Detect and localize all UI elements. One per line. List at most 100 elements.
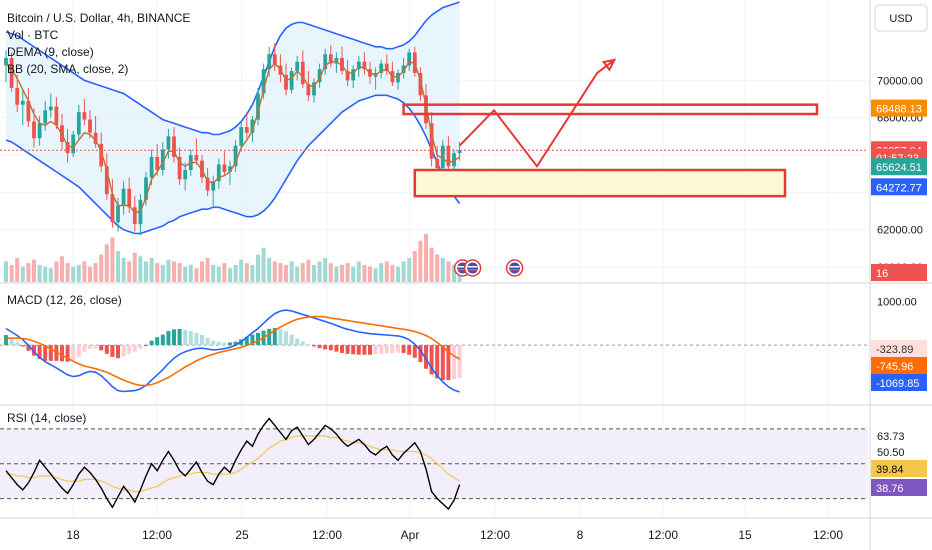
volume-bar [48,268,53,282]
volume-bar [300,263,305,282]
rsi-indicator-label[interactable]: RSI (14, close) [7,411,86,425]
candle-body [323,54,328,70]
macd-histogram-bar [440,345,445,381]
candle-body [160,149,165,170]
price-axis[interactable]: 70000.0068000.0062000.0060000.0068488.13… [871,75,927,496]
macd-value-tag[interactable]: -1069.85 [871,374,927,391]
time-tick-label: 12:00 [480,528,510,542]
macd-histogram-bar [110,345,115,357]
macd-histogram-bar [4,335,8,346]
candle-body [138,199,143,225]
macd-histogram-bar [88,345,92,350]
axis-tag-bg [871,357,927,374]
candle-body [261,69,266,94]
macd-value-tag[interactable]: -323.89 [871,340,927,357]
price-tag[interactable]: 65624.51 [871,158,927,176]
volume-bar [334,266,339,282]
macd-histogram-bar [373,345,378,355]
candle-body [452,153,456,167]
macd-histogram-bar [76,345,81,357]
candle-body [127,188,132,208]
macd-pane[interactable] [0,309,868,393]
macd-histogram-bar [93,345,98,349]
volume-bar [110,237,115,282]
us-flag-icon[interactable] [505,259,524,277]
volume-bar [407,258,412,282]
macd-histogram-bar [127,345,132,354]
event-flag-stripe [467,269,478,271]
volume-bar [379,263,384,282]
volume-bar [250,264,255,282]
candle-body [183,170,188,180]
time-axis[interactable]: 18 12:00 25 12:00 Apr 12:00 8 12:00 15 12:00 [66,528,843,542]
resistance-zone-box[interactable] [402,103,819,116]
event-markers[interactable] [453,259,524,277]
volume-bar [228,268,232,282]
price-tag[interactable]: 68488.13 [871,99,927,117]
symbol-title[interactable]: Bitcoin / U.S. Dollar, 4h, BINANCE [7,11,190,25]
time-tick-label: Apr [401,528,420,542]
projection-path[interactable] [458,59,616,169]
volume-tag[interactable]: 16 [871,264,927,281]
macd-histogram-bar [172,329,176,346]
macd-histogram-bar [233,341,238,346]
candle-body [384,63,389,72]
candle-body [345,71,350,81]
volume-bar [127,261,132,282]
candle-body [407,52,412,66]
candle-body [132,207,137,225]
macd-histogram-bar [43,345,48,361]
candle-body [289,71,294,90]
candle-body [211,181,216,191]
rsi-value-tag[interactable]: 38.76 [871,479,927,496]
candle-body [9,58,14,88]
axis-tag-text: -745.96 [876,361,913,373]
price-pane[interactable] [0,1,868,282]
volume-bar [76,264,81,282]
macd-histogram-bar [323,345,328,350]
volume-bar [306,259,311,282]
macd-histogram-bar [205,338,210,346]
macd-histogram-bar [300,341,305,346]
candle-body [43,110,48,124]
event-flag-stripe [457,269,468,271]
us-flag-icon[interactable] [463,259,482,277]
bb-indicator-label[interactable]: BB (20, SMA, close, 2) [7,62,128,76]
candle-body [256,93,260,120]
volume-bar [396,266,400,282]
time-tick-label: 12:00 [312,528,342,542]
macd-indicator-label[interactable]: MACD (12, 26, close) [7,293,122,307]
macd-histogram-bar [446,345,451,381]
macd-value-tag[interactable]: -745.96 [871,357,927,374]
macd-histogram-bar [211,340,216,346]
macd-histogram-bar [149,340,154,346]
signal-line [5,315,460,387]
candle-body [250,119,255,133]
rsi-value-tag[interactable]: 39.84 [871,460,927,477]
candle-body [379,63,384,73]
volume-indicator-label[interactable]: Vol · BTC [7,28,59,42]
rsi-pane[interactable] [0,417,868,511]
volume-bar [194,268,199,282]
volume-bar [233,264,238,282]
volume-bar [244,263,249,282]
support-zone-box[interactable] [413,168,787,198]
dema-indicator-label[interactable]: DEMA (9, close) [7,45,94,59]
candle-body [222,164,227,172]
macd-histogram-bar [267,328,272,346]
macd-histogram-bar [65,345,70,362]
candle-body [48,106,53,111]
volume-bar [278,263,283,282]
axis-tag-text: -323.89 [876,344,913,356]
macd-histogram-bar [244,336,249,346]
volume-bar [340,264,344,282]
price-tag[interactable]: 64272.77 [871,178,927,196]
price-tick-label: 62000.00 [877,225,923,237]
candle-body [351,69,356,81]
macd-histogram-bar [289,334,294,346]
time-tick-label: 8 [577,528,584,542]
candle-body [340,58,344,72]
currency-button[interactable] [874,4,928,32]
volume-bar [256,254,260,282]
